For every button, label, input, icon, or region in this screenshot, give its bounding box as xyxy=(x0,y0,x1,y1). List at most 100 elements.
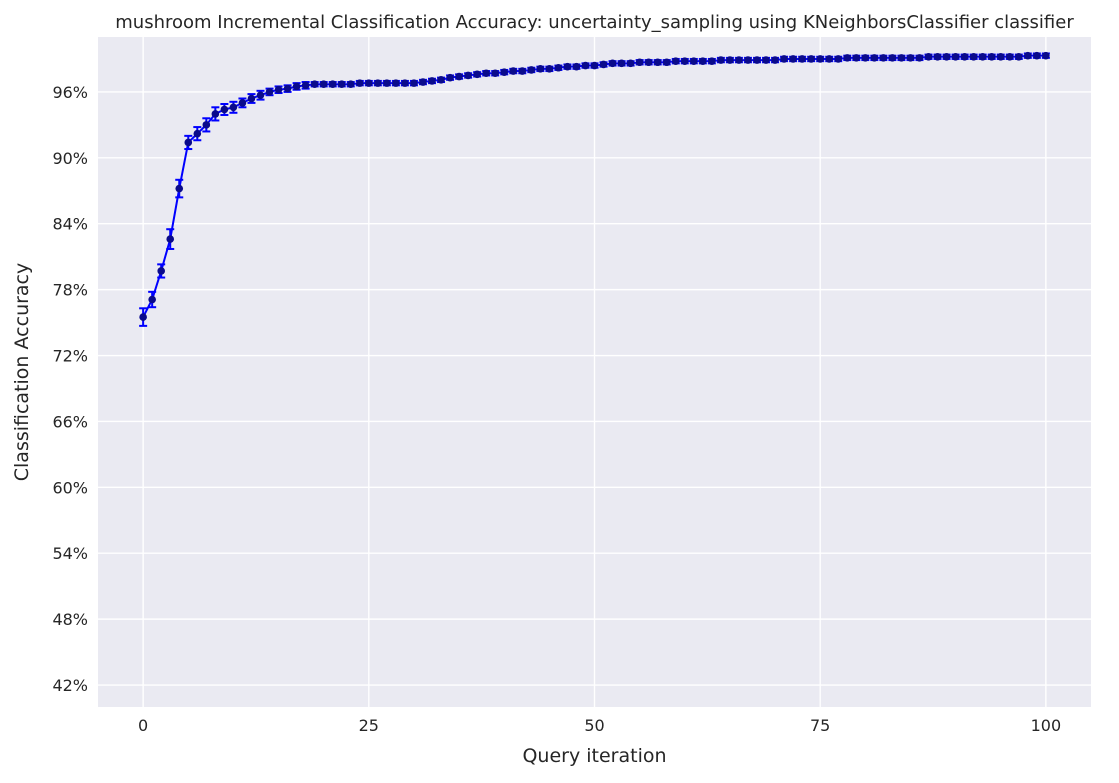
data-point xyxy=(220,105,229,114)
data-point-group xyxy=(698,57,707,65)
data-point-group xyxy=(852,54,861,62)
data-point-group xyxy=(139,307,148,327)
data-point-group xyxy=(608,59,617,68)
data-point-group xyxy=(897,54,906,62)
data-point-group xyxy=(265,87,274,97)
data-point xyxy=(265,88,274,96)
data-point xyxy=(518,67,527,75)
data-point-group xyxy=(987,52,996,61)
data-point-group xyxy=(581,61,590,70)
data-point xyxy=(500,68,509,76)
y-tick-label: 96% xyxy=(52,83,88,102)
data-point-group xyxy=(301,81,310,90)
data-point-group xyxy=(807,55,816,63)
data-point xyxy=(229,103,238,112)
data-point xyxy=(572,62,581,71)
data-point xyxy=(238,99,247,107)
data-point-group xyxy=(545,65,554,73)
data-point xyxy=(1042,51,1050,60)
data-point xyxy=(978,52,987,61)
data-point xyxy=(951,52,960,61)
data-point-group xyxy=(572,62,581,71)
data-point-group xyxy=(798,55,807,63)
data-point xyxy=(590,61,599,70)
data-point xyxy=(202,121,211,129)
data-point xyxy=(690,57,698,65)
data-point-group xyxy=(888,54,897,62)
data-point xyxy=(554,63,563,72)
data-point xyxy=(536,65,545,73)
data-point xyxy=(1024,51,1032,60)
data-point-group xyxy=(861,54,870,62)
data-point xyxy=(392,79,400,87)
data-point-group xyxy=(843,54,852,62)
data-point xyxy=(780,55,788,63)
data-point-group xyxy=(590,61,599,70)
data-point xyxy=(662,58,671,67)
data-point-group xyxy=(762,56,771,64)
data-point-group xyxy=(942,52,951,61)
y-tick-label: 78% xyxy=(52,281,88,300)
data-point xyxy=(969,52,978,61)
data-point xyxy=(726,56,734,64)
data-point xyxy=(301,81,310,90)
data-point-group xyxy=(1023,51,1032,60)
data-point-group xyxy=(834,55,843,63)
data-point xyxy=(744,56,752,64)
grid-layer xyxy=(98,37,1091,707)
data-point xyxy=(175,184,184,193)
data-point xyxy=(256,91,265,100)
data-point-group xyxy=(743,56,752,64)
data-point-group xyxy=(644,58,653,67)
data-point-group xyxy=(689,57,698,65)
data-point xyxy=(816,55,824,63)
data-point xyxy=(708,57,716,65)
data-point xyxy=(166,235,175,243)
data-point xyxy=(870,54,879,62)
chart-title: mushroom Incremental Classification Accu… xyxy=(115,12,1074,33)
data-point-group xyxy=(816,55,825,63)
data-point xyxy=(834,55,843,63)
data-point xyxy=(671,57,680,65)
data-point-group xyxy=(428,77,437,85)
data-point-group xyxy=(725,56,734,64)
data-point xyxy=(211,110,220,118)
data-point-group xyxy=(1041,51,1050,60)
data-point-group xyxy=(473,70,482,79)
data-point xyxy=(717,56,725,64)
data-point xyxy=(473,70,481,79)
data-point-group xyxy=(1005,52,1014,61)
data-point xyxy=(1005,52,1014,61)
data-point xyxy=(599,60,608,69)
data-point xyxy=(383,79,391,87)
y-tick-label: 48% xyxy=(52,610,88,629)
data-point xyxy=(996,52,1005,61)
data-point xyxy=(825,55,834,63)
data-point xyxy=(960,52,969,61)
data-point xyxy=(365,79,373,87)
data-point-group xyxy=(157,263,166,279)
data-point-group xyxy=(554,63,563,72)
data-point xyxy=(852,54,861,62)
data-point-group xyxy=(924,52,933,61)
data-point xyxy=(879,54,888,62)
data-point xyxy=(771,56,779,64)
data-point xyxy=(933,52,942,61)
data-point-group xyxy=(211,106,220,122)
data-point-group xyxy=(1014,52,1023,61)
data-point-group xyxy=(518,67,527,75)
data-point-group xyxy=(247,93,256,104)
data-point xyxy=(1014,52,1023,61)
data-point xyxy=(346,80,355,89)
data-point-group xyxy=(148,290,157,309)
x-axis-label: Query iteration xyxy=(522,745,666,767)
data-point xyxy=(157,267,165,275)
data-point xyxy=(680,57,689,65)
y-tick-label: 84% xyxy=(52,215,88,234)
data-point xyxy=(437,76,445,84)
data-point xyxy=(563,62,572,71)
data-point xyxy=(446,73,454,82)
data-point xyxy=(292,82,301,91)
